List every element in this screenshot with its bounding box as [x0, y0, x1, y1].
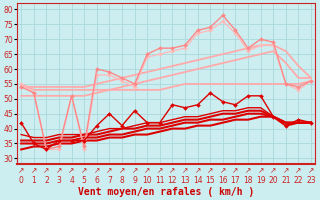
- X-axis label: Vent moyen/en rafales ( km/h ): Vent moyen/en rafales ( km/h ): [78, 187, 254, 197]
